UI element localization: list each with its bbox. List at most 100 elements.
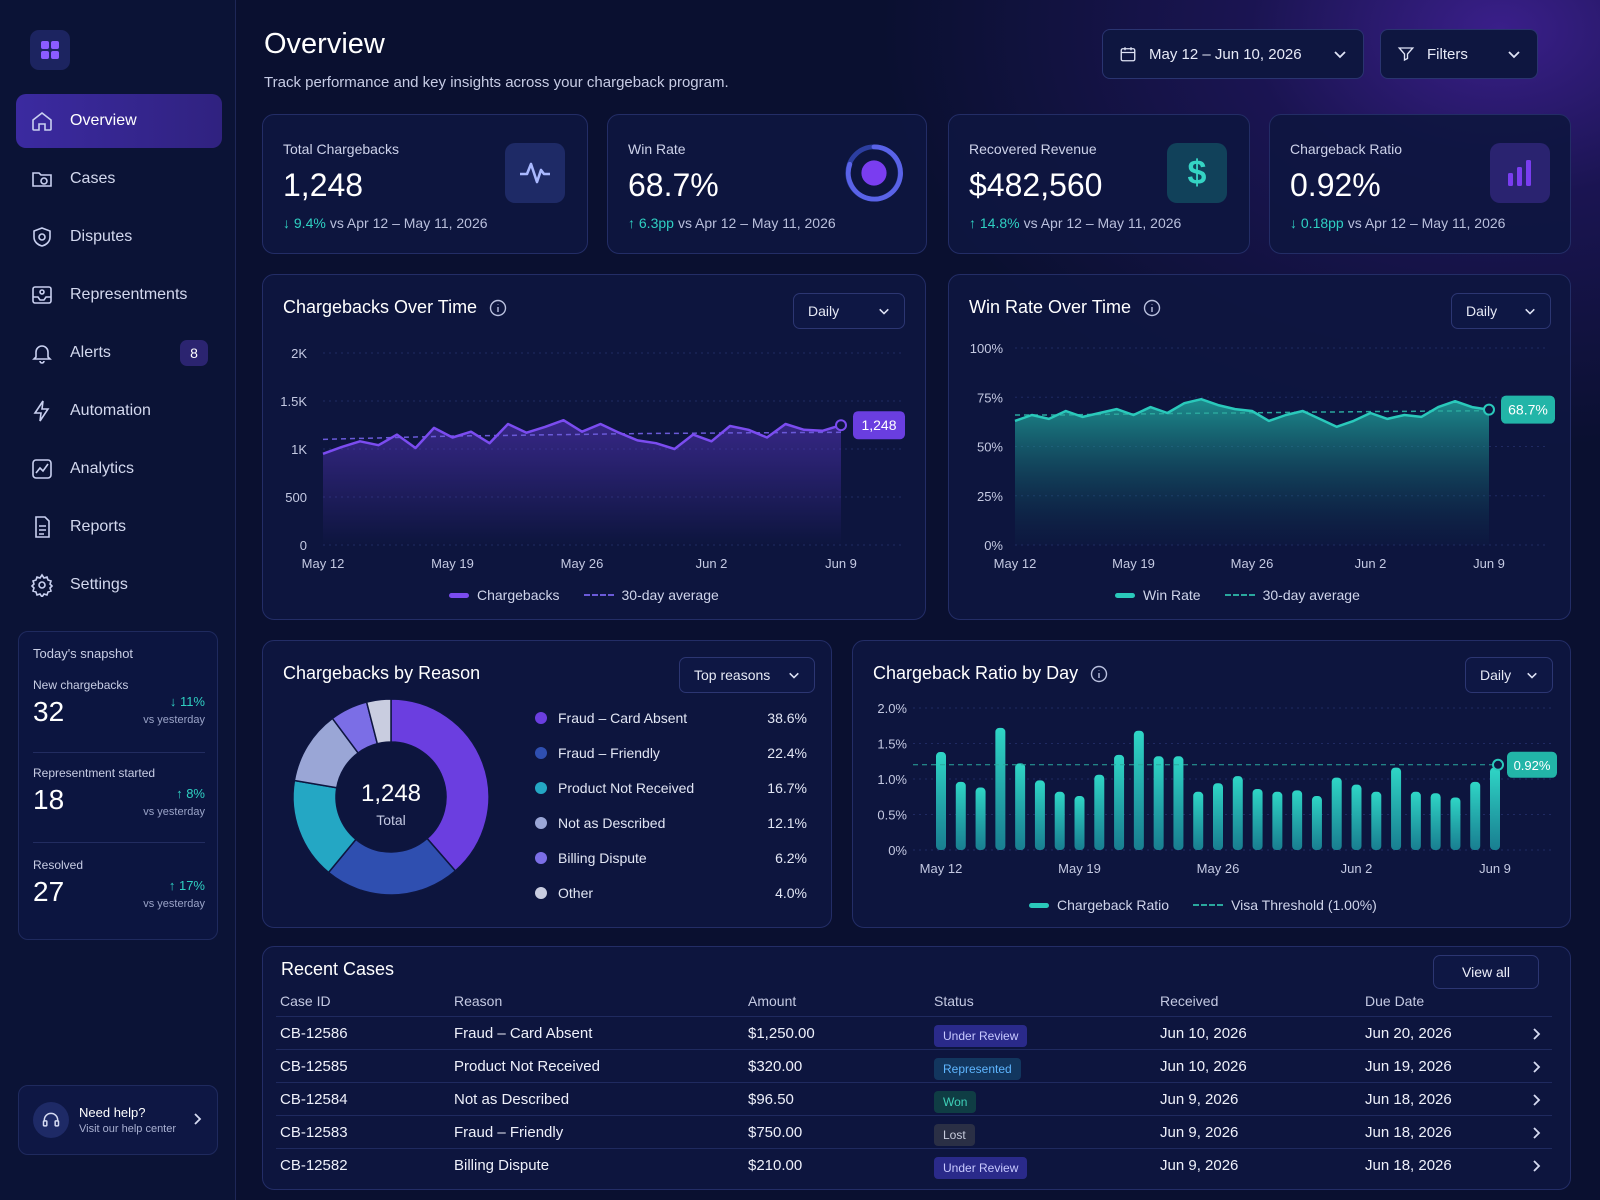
help-center-link[interactable]: Need help? Visit our help center: [18, 1085, 218, 1155]
sidebar-item-cases[interactable]: Cases: [16, 152, 222, 206]
view-all-button[interactable]: View all: [1433, 955, 1539, 989]
reasons-dropdown[interactable]: Top reasons: [679, 657, 815, 693]
chart-legend: Chargeback Ratio Visa Threshold (1.00%): [1029, 897, 1377, 913]
case-received: Jun 9, 2026: [1160, 1157, 1239, 1174]
table-row[interactable]: CB-12584 Not as Described $96.50 Won Jun 9, …: [276, 1082, 1552, 1115]
sidebar-item-representments[interactable]: Representments: [16, 268, 222, 322]
headset-icon: [33, 1102, 69, 1138]
folder-icon: [32, 172, 52, 187]
granularity-dropdown[interactable]: Daily: [1465, 657, 1553, 693]
page-title: Overview: [264, 28, 385, 60]
snapshot-label: Representment started: [33, 766, 156, 780]
chart-title: Chargebacks by Reason: [283, 663, 481, 683]
column-header[interactable]: Received: [1160, 993, 1219, 1009]
case-id: CB-12582: [280, 1157, 348, 1174]
table-row[interactable]: CB-12586 Fraud – Card Absent $1,250.00 Unde…: [276, 1016, 1552, 1049]
kpi-compare: vs Apr 12 – May 11, 2026: [1347, 215, 1506, 231]
target-ring-icon: [844, 143, 904, 203]
legend-dot: [535, 747, 547, 759]
sidebar-item-analytics[interactable]: Analytics: [16, 442, 222, 496]
reason-label: Other: [558, 885, 594, 901]
sidebar-item-label: Disputes: [70, 228, 133, 245]
table-row[interactable]: CB-12582 Billing Dispute $210.00 Under Revi…: [276, 1148, 1552, 1181]
date-range-picker[interactable]: May 12 – Jun 10, 2026: [1102, 29, 1364, 79]
snapshot-trend: ↑ 17%: [169, 878, 205, 893]
x-tick-label: May 26: [1197, 861, 1240, 876]
chevron-down-icon: [1334, 51, 1346, 59]
ratio-bar: [1153, 756, 1164, 850]
table-row[interactable]: CB-12583 Fraud – Friendly $750.00 Lost Jun 9…: [276, 1115, 1552, 1148]
sidebar-item-automation[interactable]: Automation: [16, 384, 222, 438]
end-value-label: 68.7%: [1508, 402, 1548, 418]
y-tick-label: 0%: [888, 843, 907, 858]
sidebar-item-settings[interactable]: Settings: [16, 558, 222, 612]
sidebar-item-alerts[interactable]: Alerts 8: [16, 326, 222, 380]
ratio-bar: [1173, 756, 1184, 850]
legend-label: Chargebacks: [477, 587, 560, 603]
y-tick-label: 1.5%: [877, 737, 907, 752]
case-amount: $210.00: [748, 1157, 803, 1174]
kpi-recovered-revenue[interactable]: Recovered Revenue $482,560 ↑ 14.8% vs Apr…: [948, 114, 1250, 254]
recent-cases-title: Recent Cases: [281, 959, 395, 979]
column-header[interactable]: Reason: [454, 993, 503, 1009]
arrow-up-icon: ↑: [969, 215, 980, 231]
kpi-win-rate[interactable]: Win Rate 68.7% ↑ 6.3pp vs Apr 12 – May 11…: [607, 114, 927, 254]
reason-label: Fraud – Card Absent: [558, 710, 688, 726]
arrow-down-icon: ↓: [283, 215, 294, 231]
snapshot-label: New chargebacks: [33, 678, 129, 692]
table-row[interactable]: CB-12585 Product Not Received $320.00 Repre…: [276, 1049, 1552, 1082]
case-id: CB-12584: [280, 1091, 348, 1108]
kpi-total-chargebacks[interactable]: Total Chargebacks 1,248 ↓ 9.4% vs Apr 12 …: [262, 114, 588, 254]
column-header[interactable]: Status: [934, 993, 974, 1009]
x-tick-label: May 19: [431, 556, 474, 571]
reason-label: Not as Described: [558, 815, 666, 831]
reason-label: Billing Dispute: [558, 850, 647, 866]
column-header[interactable]: Due Date: [1365, 993, 1425, 1009]
ratio-bar: [1034, 780, 1045, 850]
info-icon[interactable]: [1090, 665, 1108, 683]
kpi-label: Chargeback Ratio: [1290, 141, 1403, 157]
kpi-value: 1,248: [283, 167, 364, 203]
column-header[interactable]: Amount: [748, 993, 797, 1009]
chevron-down-icon: [789, 672, 799, 679]
info-icon[interactable]: [489, 299, 507, 317]
ratio-bar: [955, 781, 966, 850]
status-badge: Lost: [934, 1124, 975, 1146]
sidebar-item-disputes[interactable]: Disputes: [16, 210, 222, 264]
filter-icon: [1397, 47, 1415, 62]
status-badge: Represented: [934, 1058, 1021, 1080]
analytics-icon: [32, 459, 52, 479]
legend-swatch: [1115, 592, 1135, 598]
series-area: [323, 420, 841, 545]
ratio-bar: [1391, 767, 1402, 850]
granularity-dropdown[interactable]: Daily: [1451, 293, 1551, 329]
x-tick-label: May 19: [1112, 556, 1155, 571]
legend-label: Chargeback Ratio: [1057, 897, 1170, 913]
chevron-down-icon: [1527, 672, 1537, 679]
donut-slice: [390, 698, 490, 872]
kpi-label: Total Chargebacks: [283, 141, 399, 157]
granularity-dropdown[interactable]: Daily: [793, 293, 905, 329]
snapshot-value: 18: [33, 784, 65, 815]
info-icon[interactable]: [1143, 299, 1161, 317]
plot-area: 2K 1.5K 1K 500 0 May 12 May 19 May 26 Jun 2 Jun 9…: [280, 346, 905, 571]
kpi-change: ↓ 9.4% vs Apr 12 – May 11, 2026: [283, 215, 488, 231]
divider: [33, 842, 205, 843]
snapshot-trend-value: 11%: [179, 694, 205, 709]
app-logo[interactable]: [30, 30, 70, 70]
case-amount: $750.00: [748, 1124, 803, 1141]
sidebar-item-reports[interactable]: Reports: [16, 500, 222, 554]
ratio-bar: [1193, 791, 1204, 850]
chevron-right-icon: [1533, 1061, 1541, 1073]
reason-legend-item: Fraud – Card Absent 38.6%: [535, 708, 807, 728]
column-header[interactable]: Case ID: [280, 993, 331, 1009]
card-title: Win Rate Over Time: [969, 297, 1161, 318]
end-value-tag: [853, 411, 905, 440]
ratio-bar: [1114, 754, 1125, 850]
case-amount: $96.50: [748, 1091, 794, 1108]
snapshot-resolved: Resolved 27 ↑ 17% vs yesterday: [33, 858, 205, 910]
filters-button[interactable]: Filters: [1380, 29, 1538, 79]
x-tick-label: Jun 2: [696, 556, 728, 571]
sidebar-item-overview[interactable]: Overview: [16, 94, 222, 148]
kpi-chargeback-ratio[interactable]: Chargeback Ratio 0.92% ↓ 0.18pp vs Apr 12…: [1269, 114, 1571, 254]
